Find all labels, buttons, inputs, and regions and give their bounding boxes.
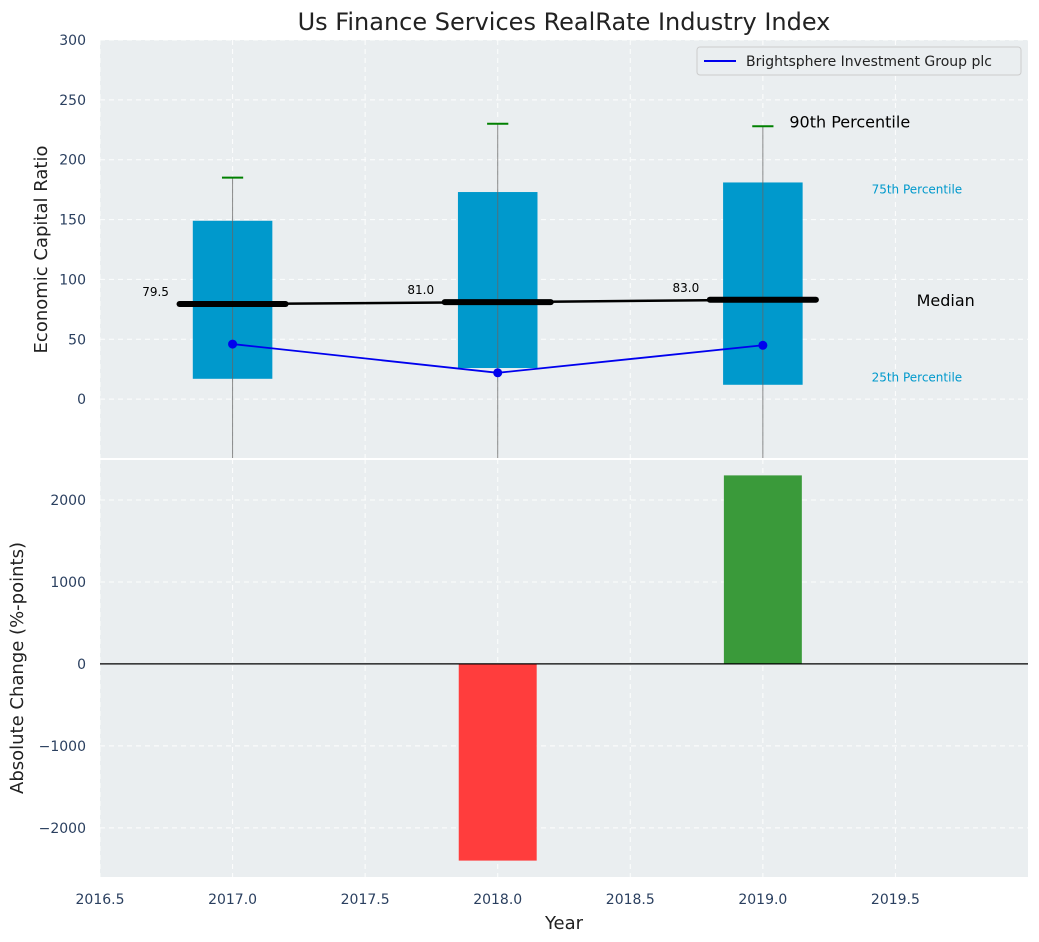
x-tick-label: 2019.5: [871, 892, 920, 908]
top-y-tick-label: 150: [59, 213, 86, 229]
median-value-label: 83.0: [673, 281, 700, 295]
top-y-tick-label: 100: [59, 272, 86, 288]
x-tick-label: 2016.5: [76, 892, 125, 908]
bottom-y-tick-label: −1000: [39, 739, 86, 755]
p75-annotation: 75th Percentile: [872, 183, 963, 197]
p90-annotation: 90th Percentile: [789, 112, 910, 131]
bottom-y-axis-label: Absolute Change (%-points): [7, 542, 28, 794]
top-y-tick-label: 0: [77, 392, 86, 408]
bottom-y-tick-label: 2000: [50, 493, 86, 509]
bottom-plot-area: [100, 460, 1028, 877]
bottom-y-tick-label: −2000: [39, 821, 86, 837]
top-y-tick-label: 300: [59, 33, 86, 49]
bottom-y-tick-label: 0: [77, 657, 86, 673]
legend-label: Brightsphere Investment Group plc: [746, 54, 992, 70]
bottom-y-tick-label: 1000: [50, 575, 86, 591]
x-tick-label: 2018.0: [473, 892, 522, 908]
top-y-tick-label: 50: [68, 332, 86, 348]
x-tick-label: 2017.0: [208, 892, 257, 908]
change-bar: [458, 663, 537, 861]
median-trend-line: [232, 298, 763, 306]
x-tick-label: 2018.5: [606, 892, 655, 908]
legend-box: [696, 46, 1022, 76]
chart-title: Us Finance Services RealRate Industry In…: [298, 8, 831, 36]
median-value-label: 79.5: [142, 285, 169, 299]
x-tick-label: 2019.0: [738, 892, 787, 908]
x-axis-label: Year: [544, 913, 584, 934]
top-y-axis-label: Economic Capital Ratio: [31, 146, 52, 354]
x-tick-label: 2017.5: [341, 892, 390, 908]
change-bar: [723, 475, 802, 664]
median-value-label: 81.0: [407, 283, 434, 297]
p25-annotation: 25th Percentile: [872, 371, 963, 385]
company-point: [493, 368, 503, 378]
median-annotation: Median: [917, 291, 975, 310]
top-y-tick-label: 200: [59, 153, 86, 169]
company-point: [228, 339, 238, 349]
top-y-tick-label: 250: [59, 93, 86, 109]
legend: Brightsphere Investment Group plc: [696, 46, 1022, 76]
company-point: [758, 340, 768, 350]
